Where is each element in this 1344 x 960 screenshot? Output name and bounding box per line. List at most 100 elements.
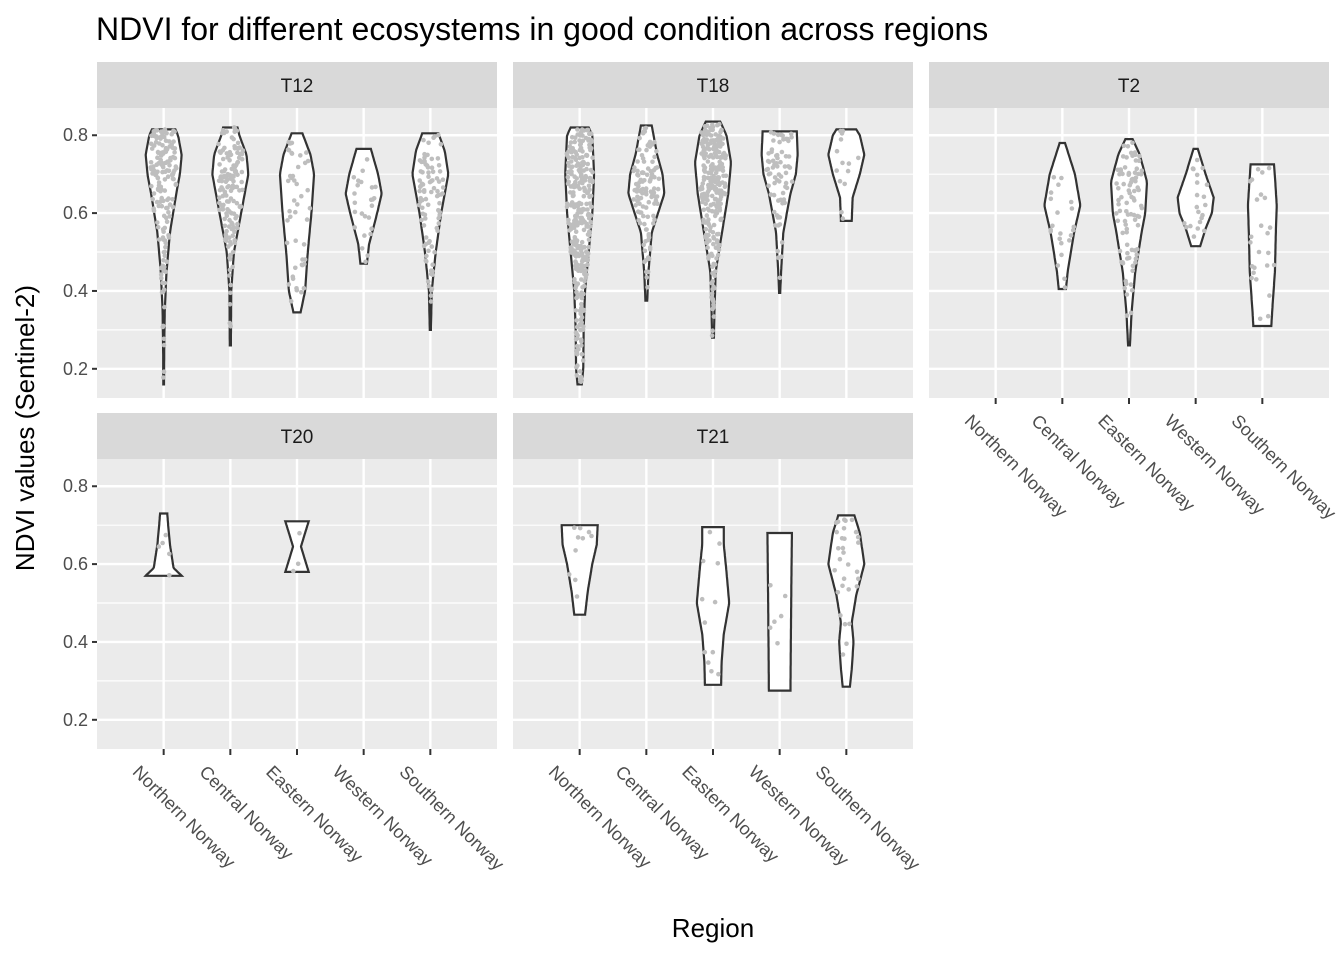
data-point: [779, 254, 784, 259]
data-point: [299, 290, 304, 295]
data-point: [1136, 158, 1142, 164]
data-point: [574, 318, 579, 323]
facet-strip-t21: [513, 413, 913, 459]
data-point: [1191, 234, 1197, 239]
x-axis-title: Region: [672, 913, 754, 943]
data-point: [579, 351, 585, 357]
data-point: [163, 532, 169, 538]
data-point: [1056, 182, 1061, 187]
data-point: [226, 199, 231, 204]
data-point: [585, 161, 591, 167]
data-point: [581, 159, 586, 165]
data-point: [637, 221, 643, 226]
data-point: [430, 272, 435, 278]
data-point: [304, 217, 310, 222]
data-point: [294, 286, 299, 291]
data-point: [839, 209, 844, 215]
data-point: [173, 182, 179, 188]
data-point: [708, 176, 714, 182]
data-point: [589, 204, 594, 210]
data-point: [167, 214, 172, 219]
data-point: [581, 227, 587, 233]
data-point: [641, 242, 646, 248]
data-point: [227, 239, 233, 245]
data-point: [840, 545, 846, 551]
data-point: [775, 215, 781, 220]
data-point: [585, 212, 591, 218]
data-point: [573, 308, 579, 313]
data-point: [714, 240, 720, 245]
data-point: [1258, 192, 1264, 197]
points-t12-northern-norway: [148, 127, 179, 380]
data-point: [222, 189, 228, 195]
data-point: [172, 155, 178, 161]
data-point: [575, 127, 580, 132]
data-point: [631, 168, 636, 174]
data-point: [162, 253, 168, 258]
data-point: [574, 594, 580, 599]
data-point: [767, 159, 772, 165]
data-point: [576, 253, 582, 259]
data-point: [223, 235, 229, 240]
data-point: [161, 342, 167, 348]
data-point: [231, 198, 236, 204]
data-point: [703, 234, 708, 240]
data-point: [713, 143, 719, 148]
data-point: [155, 225, 161, 230]
data-point: [158, 136, 163, 141]
data-point: [291, 198, 297, 203]
chart-title: NDVI for different ecosystems in good co…: [96, 11, 988, 47]
data-point: [160, 324, 166, 330]
data-point: [782, 200, 787, 206]
data-point: [226, 224, 232, 229]
data-point: [1132, 248, 1138, 253]
points-t18-northern-norway: [564, 127, 595, 385]
data-point: [581, 185, 587, 191]
data-point: [1248, 240, 1253, 245]
data-point: [644, 147, 649, 153]
data-point: [581, 168, 587, 173]
data-point: [645, 166, 651, 171]
data-point: [704, 123, 710, 128]
data-point: [1199, 215, 1204, 221]
data-point: [172, 150, 177, 155]
data-point: [706, 217, 711, 222]
data-point: [227, 252, 233, 258]
data-point: [639, 170, 645, 176]
violin-t20-eastern-norway: [283, 520, 311, 573]
data-point: [422, 155, 427, 160]
data-point: [164, 219, 170, 225]
data-point: [440, 185, 446, 190]
data-point: [429, 165, 435, 170]
data-point: [788, 131, 794, 137]
data-point: [159, 203, 165, 209]
data-point: [577, 180, 583, 185]
data-point: [568, 145, 574, 151]
data-point: [239, 179, 244, 185]
data-point: [1114, 211, 1119, 216]
data-point: [352, 225, 358, 230]
data-point: [155, 175, 161, 181]
data-point: [712, 599, 718, 605]
data-point: [775, 132, 781, 138]
data-point: [584, 127, 590, 133]
data-point: [1122, 218, 1128, 224]
data-point: [235, 159, 241, 165]
data-point: [1062, 285, 1068, 290]
data-point: [352, 200, 358, 206]
data-point: [148, 141, 154, 147]
data-point: [165, 174, 171, 179]
data-point: [654, 149, 659, 154]
data-point: [771, 209, 777, 215]
data-point: [217, 207, 222, 213]
data-point: [430, 178, 435, 183]
data-point: [287, 208, 292, 214]
data-point: [717, 167, 722, 172]
violin-t21-eastern-norway: [695, 526, 731, 686]
data-point: [220, 156, 226, 162]
data-point: [1130, 140, 1135, 146]
data-point: [710, 146, 716, 152]
data-point: [300, 262, 305, 268]
data-point: [722, 191, 728, 197]
data-point: [647, 179, 653, 184]
